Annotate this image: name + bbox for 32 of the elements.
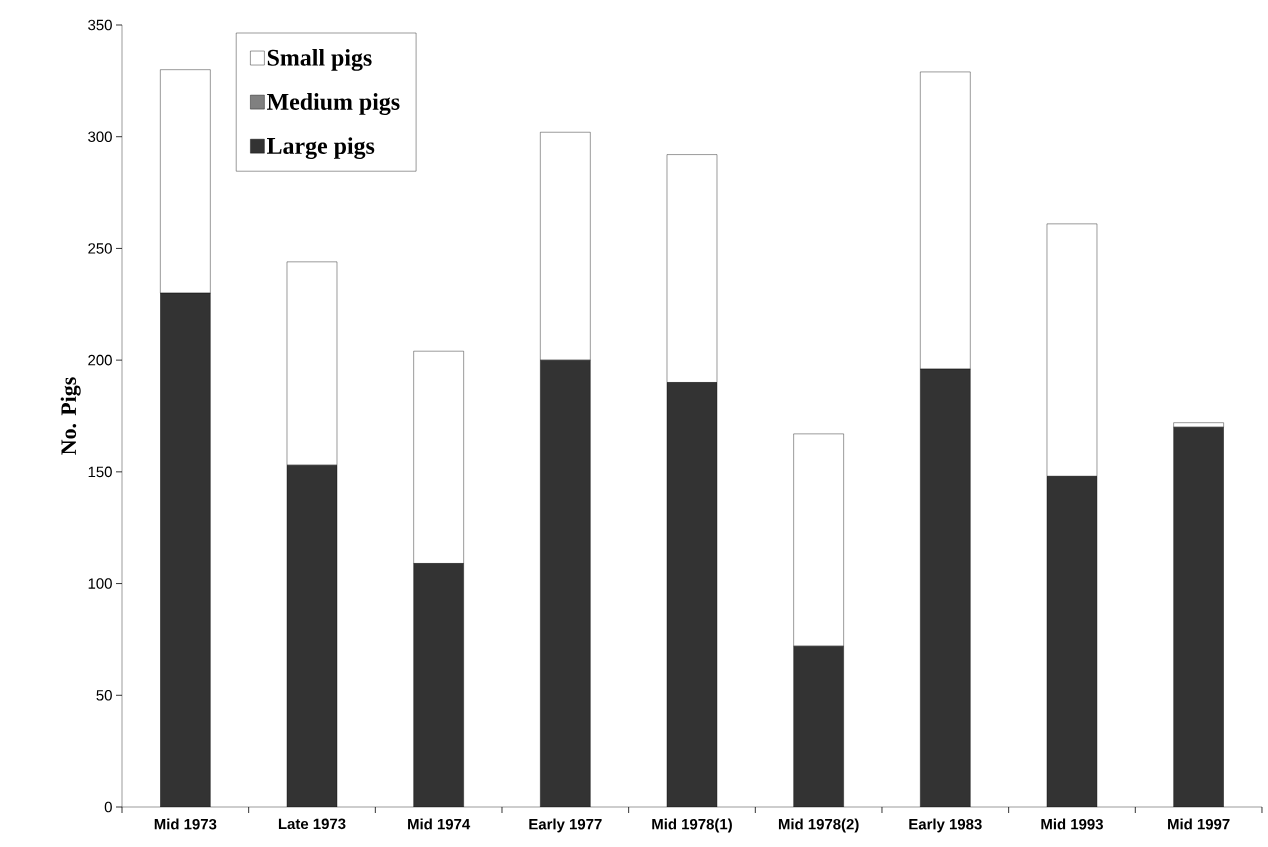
legend-label: Large pigs [267,137,375,160]
x-tick-label: Late 1973 [278,818,346,830]
x-tick-label: Early 1977 [529,818,602,833]
x-tick-label: Mid 1978(1) [652,818,732,833]
y-tick-label: 300 [88,131,112,142]
bar [287,465,337,807]
bar [666,382,717,807]
bar [413,351,464,564]
y-tick-label: 0 [104,801,112,813]
x-tick-label: Mid 1997 [1168,818,1230,830]
x-tick-label: Mid 1973 [154,818,217,830]
y-tick-label: 250 [88,243,112,254]
y-axis-title: No. Pigs [60,377,81,455]
bar [540,360,591,807]
y-tick-label: 150 [88,466,112,478]
legend-label: Medium pigs [267,93,400,115]
bar [920,369,971,807]
y-tick-label: 50 [96,689,112,701]
x-tick-label: Mid 1974 [408,818,471,830]
bar [413,563,464,807]
bar [1046,476,1097,807]
bar [1173,426,1224,807]
y-tick-label: 350 [88,19,112,31]
x-tick-label: Mid 1993 [1041,818,1103,830]
bar [793,646,844,807]
x-tick-label: Mid 1978(2) [778,818,859,833]
bar [160,293,211,807]
bar [793,433,844,647]
y-tick-label: 200 [88,354,112,366]
legend-label: Small pigs [267,49,372,71]
y-tick-label: 100 [88,578,112,589]
x-tick-label: Early 1983 [909,818,982,833]
